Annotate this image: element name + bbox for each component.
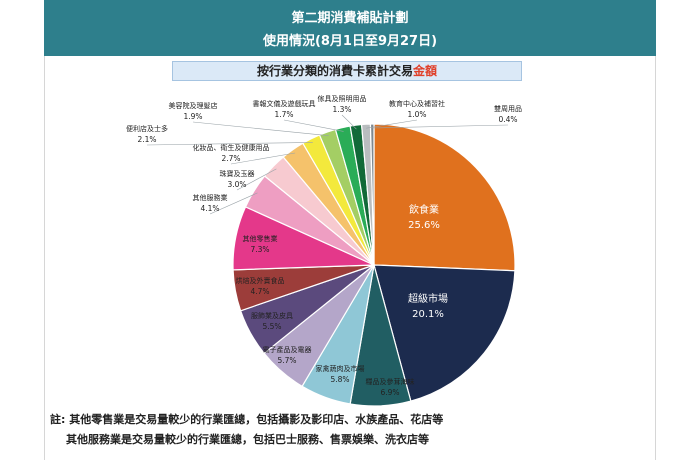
slice-label-1: 飲食業 <box>409 203 439 216</box>
slice-label-10: 珠寶及玉器 <box>220 169 255 178</box>
slice-value-16: 1.0% <box>407 110 426 119</box>
slice-label-12: 便利店及士多 <box>126 124 168 133</box>
pie-slice-1 <box>373 123 516 272</box>
slice-label-8: 其他零售業 <box>243 234 278 243</box>
leader-line-17 <box>372 124 509 129</box>
slice-label-9: 其他服務業 <box>193 193 228 202</box>
leader-line-15 <box>341 114 357 130</box>
slice-value-3: 6.9% <box>380 388 399 397</box>
slice-label-15: 傢具及照明用品 <box>318 94 367 103</box>
slice-value-14: 1.7% <box>274 110 293 119</box>
slice-value-13: 1.9% <box>183 112 202 121</box>
slice-label-3: 糧品及參茸海味 <box>366 377 415 386</box>
slice-label-11: 化妝品、衛生及健康用品 <box>193 143 270 152</box>
slice-value-15: 1.3% <box>332 105 351 114</box>
slice-value-6: 5.5% <box>262 322 281 331</box>
slice-value-2: 20.1% <box>412 309 444 320</box>
slice-value-5: 5.7% <box>277 356 296 365</box>
leader-line-16 <box>366 119 418 129</box>
leader-line-9 <box>209 192 258 215</box>
slice-label-17: 雙周用品 <box>494 104 522 113</box>
chart-title-box: 按行業分類的消費卡累計交易金額 <box>172 61 522 81</box>
leader-line-13 <box>192 121 329 136</box>
footnotes: 註: 其他零售業是交易量較少的行業匯總，包括攝影及影印店、水族產品、花店等 其他… <box>50 410 443 450</box>
leader-line-14 <box>283 119 344 132</box>
slice-value-8: 7.3% <box>250 245 269 254</box>
slice-label-13: 美容院及理髮店 <box>169 101 218 110</box>
slice-label-6: 服飾業及皮具 <box>251 311 293 320</box>
slice-label-16: 教育中心及補習社 <box>389 99 445 108</box>
slice-value-17: 0.4% <box>498 115 517 124</box>
leader-line-10 <box>236 168 277 191</box>
slice-value-10: 3.0% <box>227 180 246 189</box>
slice-label-7: 烘焙及外賣食品 <box>236 276 285 285</box>
footnote-2: 其他服務業是交易量較少的行業匯總，包括巴士服務、售票娛樂、洗衣店等 <box>66 433 429 446</box>
slice-label-2: 超級市場 <box>408 292 448 305</box>
slice-value-11: 2.7% <box>221 154 240 163</box>
slice-value-4: 5.8% <box>330 375 349 384</box>
slice-label-14: 書報文儀及遊戲玩具 <box>253 99 316 108</box>
pie-slice-17 <box>369 123 375 266</box>
header-subtitle: 使用情況(8月1日至9月27日) <box>262 34 438 49</box>
chart-title: 按行業分類的消費卡累計交易 <box>256 64 413 78</box>
header-banner: 第二期消費補貼計劃 使用情況(8月1日至9月27日) <box>44 0 656 56</box>
slice-value-7: 4.7% <box>250 287 269 296</box>
leader-line-12 <box>146 142 313 146</box>
slice-value-9: 4.1% <box>200 204 219 213</box>
chart-title-highlight: 金額 <box>413 64 438 78</box>
slice-label-5: 電子產品及電器 <box>263 345 312 354</box>
footnote-1: 註: 其他零售業是交易量較少的行業匯總，包括攝影及影印店、水族產品、花店等 <box>50 413 444 426</box>
pie-slices <box>232 123 516 407</box>
slice-value-12: 2.1% <box>137 135 156 144</box>
pie-slice-2 <box>373 264 516 402</box>
chart-frame <box>44 0 656 460</box>
leader-line-11 <box>230 152 296 165</box>
slice-value-1: 25.6% <box>408 220 440 231</box>
slice-label-4: 家禽蔬肉及市場 <box>316 364 365 373</box>
header-title: 第二期消費補貼計劃 <box>291 11 409 26</box>
